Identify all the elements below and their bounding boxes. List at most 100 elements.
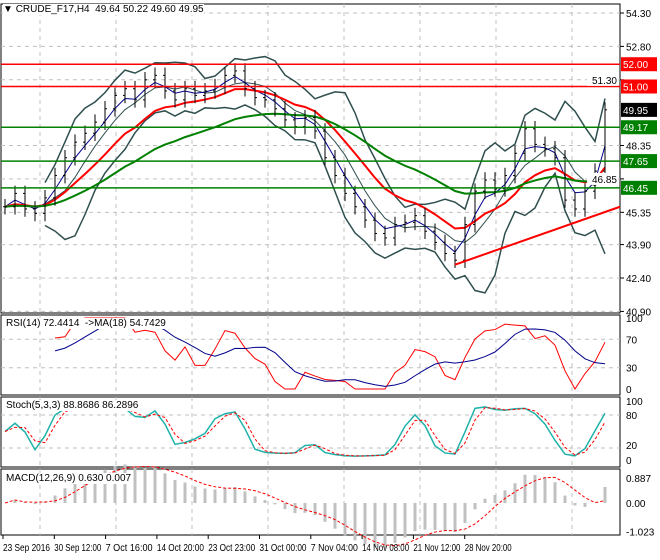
time-tick-label: 30 Sep 12:00 [54, 543, 101, 554]
macd-tick: 0.00 [626, 499, 646, 510]
macd-histogram-bar [53, 495, 57, 503]
level-label: 52.00 [623, 60, 648, 71]
time-tick-label: 14 Oct 20:00 [157, 543, 204, 554]
rsi-tick: 30 [626, 364, 638, 375]
chart-header: ▼ CRUDE_F17,H4 49.64 50.22 49.60 49.95 [3, 4, 204, 15]
price-tick-label: 48.35 [626, 142, 651, 153]
collapse-triangle-icon[interactable]: ▼ [3, 4, 16, 15]
level-label-bg [621, 120, 657, 135]
panel-frame-0 [0, 3, 621, 314]
macd-histogram-bar [363, 503, 367, 545]
bollinger-upper [44, 55, 606, 211]
macd-histogram-bar [213, 489, 217, 503]
symbol-label: CRUDE_F17,H4 [15, 4, 90, 15]
macd-histogram-bar [353, 503, 357, 541]
macd-histogram-bar [393, 503, 397, 543]
macd-histogram-bar [603, 486, 607, 503]
macd-histogram-bar [153, 467, 157, 503]
rsi-tick: 70 [626, 335, 638, 346]
current-price-bg [621, 102, 657, 117]
macd-histogram-bar [293, 503, 297, 514]
macd-histogram-bar [193, 486, 197, 503]
macd-histogram-bar [113, 465, 117, 503]
stoch-tick: 80 [626, 411, 638, 422]
macd-histogram-bar [93, 472, 97, 503]
macd-histogram-bar [573, 503, 577, 506]
macd-histogram-bar [283, 503, 287, 510]
macd-histogram-bar [503, 490, 507, 503]
macd-histogram-bar [303, 503, 307, 513]
macd-histogram-bar [523, 474, 527, 503]
macd-histogram-bar [23, 501, 27, 503]
current-price-label: 49.95 [623, 106, 648, 117]
macd-histogram-bar [423, 503, 427, 530]
macd-histogram-bar [243, 491, 247, 503]
level-label-bg [621, 57, 657, 72]
time-tick-label: 21 Nov 12:00 [413, 543, 460, 554]
macd-histogram-bar [563, 495, 567, 503]
rsi-line [54, 317, 606, 390]
price-tick-label-bg [587, 73, 618, 86]
level-label: 51.00 [623, 82, 648, 93]
macd-label: MACD(12,26,9) 0.630 0.007 [6, 473, 132, 484]
macd-histogram-bar [63, 488, 67, 503]
panel-frame-1 [0, 314, 621, 396]
macd-histogram-bar [163, 473, 167, 503]
panel-frame-2 [0, 396, 621, 468]
macd-histogram-bar [583, 503, 587, 507]
macd-histogram-bar [403, 503, 407, 538]
macd-histogram-bar [173, 480, 177, 503]
time-tick-label: 23 Sep 2016 [3, 543, 50, 554]
level-label: 46.45 [623, 184, 648, 195]
macd-histogram-bar [553, 482, 557, 503]
macd-histogram-bar [443, 503, 447, 532]
rsi-label: RSI(14) 72.4414 ->MA(18) 54.7429 [6, 318, 166, 329]
macd-histogram-bar [143, 467, 147, 503]
macd-histogram-bar [343, 503, 347, 536]
macd-histogram-bar [203, 488, 207, 503]
macd-histogram-bar [543, 477, 547, 503]
macd-histogram-bar [223, 488, 227, 503]
macd-histogram-bar [273, 503, 277, 505]
macd-histogram-bar [383, 503, 387, 548]
macd-tick: -1.023 [626, 528, 655, 539]
time-tick-label: 7 Nov 04:00 [311, 543, 358, 554]
level-label-bg [621, 154, 657, 169]
macd-histogram-bar [333, 503, 337, 529]
price-tick-label: 54.30 [626, 9, 651, 20]
time-tick-label: 14 Nov 08:00 [362, 543, 409, 554]
macd-histogram-bar [433, 503, 437, 530]
macd-histogram-bar [533, 474, 537, 503]
price-tick-label: 52.80 [626, 42, 651, 53]
macd-histogram-bar [13, 499, 17, 503]
macd-histogram-bar [133, 468, 137, 503]
macd-histogram-bar [103, 469, 107, 503]
macd-histogram-bar [263, 500, 267, 503]
time-tick-label: 7 Oct 16:00 [106, 543, 153, 554]
ma-fast [4, 88, 606, 230]
macd-histogram-bar [373, 503, 377, 548]
macd-histogram-bar [453, 503, 457, 533]
price-tick-label: 45.35 [626, 208, 651, 219]
macd-histogram-bar [33, 503, 37, 505]
bollinger-lower [44, 104, 606, 294]
macd-histogram-bar [233, 487, 237, 503]
macd-histogram-bar [513, 483, 517, 503]
level-label-bg [621, 180, 657, 195]
level-label: 47.65 [623, 157, 648, 168]
trendline [454, 205, 621, 266]
macd-histogram-bar [253, 496, 257, 503]
rsi-tick: 0 [626, 385, 632, 396]
macd-histogram-bar [463, 503, 467, 523]
time-tick-label: 23 Oct 23:00 [208, 543, 255, 554]
time-tick-label: 28 Nov 20:00 [465, 543, 512, 554]
macd-histogram-bar [493, 495, 497, 503]
macd-tick: 0.887 [626, 474, 651, 485]
ohlc-label: 49.64 50.22 49.60 49.95 [95, 4, 204, 15]
time-tick-label: 31 Oct 00:00 [260, 543, 307, 554]
level-label-bg [621, 79, 657, 94]
price-tick-label-bg [587, 172, 618, 185]
stoch-label: Stoch(5,3,3) 88.8686 86.2896 [6, 400, 139, 411]
